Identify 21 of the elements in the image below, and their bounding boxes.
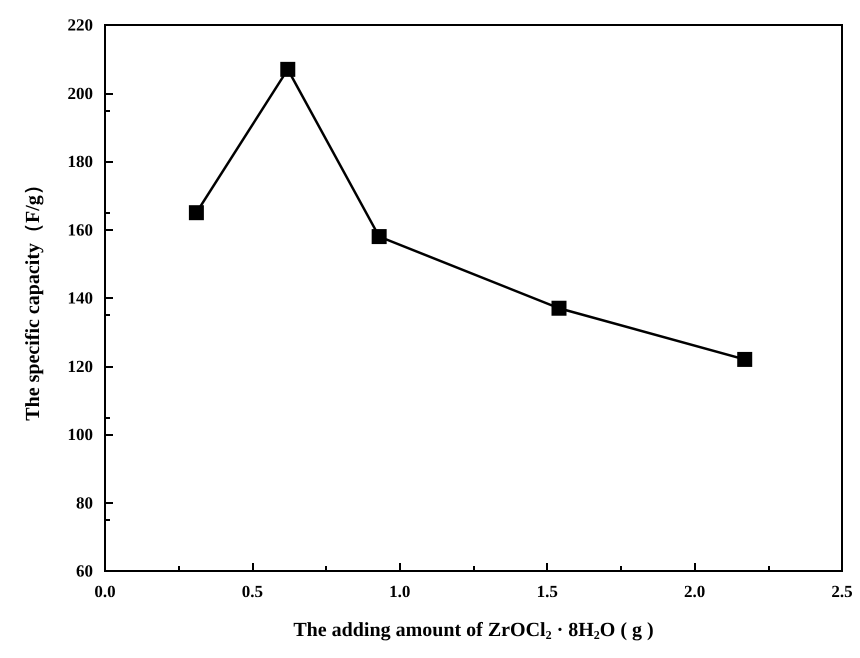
y-tick-label: 200	[68, 84, 93, 103]
x-tick-label: 2.0	[684, 582, 706, 601]
point	[737, 352, 752, 367]
point	[372, 229, 387, 244]
x-tick-label: 1.0	[389, 582, 410, 601]
y-tick-label: 60	[76, 562, 93, 580]
x-tick-label: 0.0	[94, 582, 116, 601]
y-tick-label: 220	[68, 16, 93, 34]
y-axis-title: The specific capacity（F/g）	[22, 175, 44, 421]
point	[188, 205, 204, 220]
y-tick-label: 80	[76, 493, 93, 512]
x-tick-label: 2.5	[831, 582, 853, 601]
y-tick-label: 180	[68, 152, 93, 171]
y-tick-label: 160	[68, 220, 93, 240]
y-tick-label: 120	[68, 356, 93, 376]
y-tick-label: 100	[68, 425, 93, 444]
x-tick-label: 1.5	[536, 582, 558, 601]
y-tick-label: 140	[68, 288, 93, 308]
x-tick-label: 0.5	[242, 582, 264, 601]
point	[551, 300, 566, 316]
point	[280, 62, 296, 77]
